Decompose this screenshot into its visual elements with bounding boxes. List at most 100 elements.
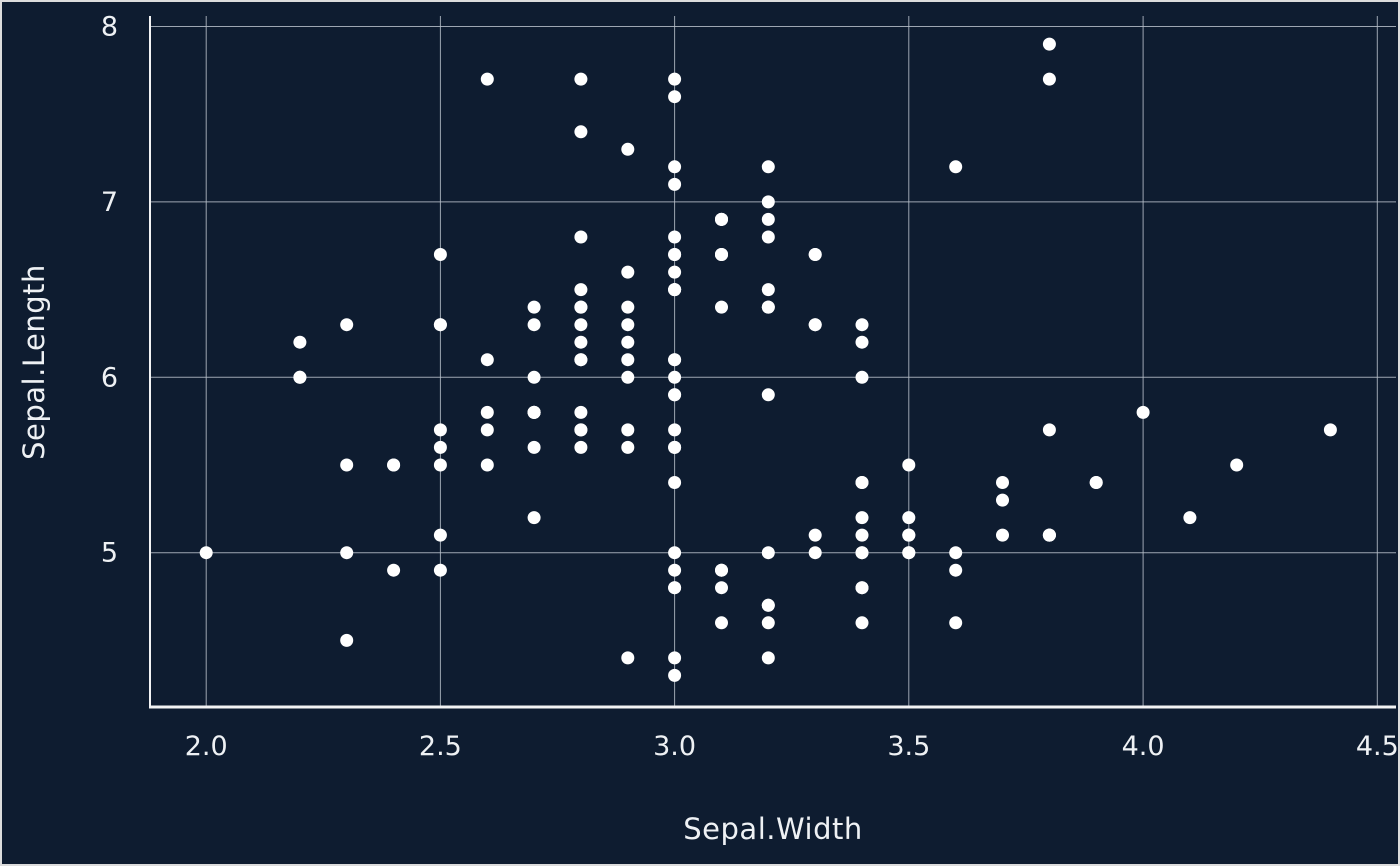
- data-point: [199, 546, 213, 560]
- data-point: [621, 142, 635, 156]
- data-point: [855, 370, 869, 384]
- data-point: [855, 546, 869, 560]
- data-point: [621, 265, 635, 279]
- data-point: [1042, 72, 1056, 86]
- data-point: [574, 423, 588, 437]
- data-point: [949, 546, 963, 560]
- x-axis-title: Sepal.Width: [683, 812, 863, 846]
- data-point: [902, 546, 916, 560]
- data-point: [761, 212, 775, 226]
- data-point: [761, 388, 775, 402]
- data-point: [668, 90, 682, 104]
- data-point: [621, 300, 635, 314]
- data-point: [715, 248, 728, 261]
- data-point: [1136, 405, 1150, 419]
- data-point: [761, 546, 775, 560]
- data-point: [527, 370, 541, 384]
- data-point: [668, 440, 682, 454]
- data-point: [1042, 528, 1056, 542]
- data-point: [574, 318, 588, 332]
- data-point: [668, 563, 682, 577]
- data-point: [433, 423, 447, 437]
- data-point: [761, 230, 775, 244]
- data-point: [1042, 37, 1056, 51]
- data-point: [668, 581, 682, 595]
- x-tick-label: 4.0: [1122, 731, 1165, 762]
- data-point: [668, 72, 682, 86]
- data-point: [527, 405, 541, 419]
- data-point: [808, 546, 822, 560]
- data-point: [433, 248, 447, 261]
- data-point: [387, 563, 401, 577]
- data-point: [715, 616, 728, 630]
- data-point: [761, 598, 775, 612]
- y-tick-label: 7: [101, 187, 118, 218]
- data-point: [855, 616, 869, 630]
- data-point: [949, 616, 963, 630]
- x-tick-label: 2.0: [185, 731, 228, 762]
- data-point: [668, 423, 682, 437]
- data-point: [902, 528, 916, 542]
- data-point: [480, 423, 494, 437]
- y-tick-label: 8: [101, 12, 118, 43]
- data-point: [527, 318, 541, 332]
- data-point: [621, 440, 635, 454]
- data-point: [1089, 476, 1103, 489]
- y-tick-label: 5: [101, 538, 118, 569]
- data-point: [715, 563, 728, 577]
- data-point: [761, 616, 775, 630]
- data-point: [996, 528, 1009, 542]
- data-point: [715, 300, 728, 314]
- data-point: [996, 476, 1009, 489]
- data-point: [480, 72, 494, 86]
- y-axis-title: Sepal.Length: [17, 264, 51, 460]
- data-point: [855, 581, 869, 595]
- data-point: [574, 125, 588, 139]
- y-tick-label: 6: [101, 362, 118, 393]
- data-point: [902, 511, 916, 525]
- x-tick-label: 4.5: [1356, 731, 1398, 762]
- x-tick-label: 3.0: [653, 731, 696, 762]
- data-point: [761, 283, 775, 297]
- data-point: [340, 546, 354, 560]
- data-point: [761, 160, 775, 174]
- data-point: [996, 493, 1009, 507]
- data-point: [668, 388, 682, 402]
- data-point: [621, 651, 635, 665]
- data-point: [668, 248, 682, 261]
- data-point: [433, 458, 447, 472]
- data-point: [668, 476, 682, 489]
- data-point: [527, 511, 541, 525]
- data-point: [574, 72, 588, 86]
- data-point: [855, 318, 869, 332]
- data-point: [527, 440, 541, 454]
- data-point: [668, 160, 682, 174]
- data-point: [387, 458, 401, 472]
- data-point: [949, 563, 963, 577]
- data-point: [668, 353, 682, 367]
- data-point: [761, 300, 775, 314]
- data-point: [1183, 511, 1197, 525]
- data-point: [293, 335, 307, 349]
- data-point: [808, 318, 822, 332]
- data-point: [668, 651, 682, 665]
- data-point: [949, 160, 963, 174]
- data-point: [480, 458, 494, 472]
- data-point: [433, 318, 447, 332]
- data-point: [855, 511, 869, 525]
- data-point: [1230, 458, 1244, 472]
- data-point: [715, 212, 728, 226]
- data-point: [621, 353, 635, 367]
- data-point: [808, 248, 822, 261]
- data-point: [621, 423, 635, 437]
- data-point: [1323, 423, 1337, 437]
- data-point: [340, 633, 354, 647]
- data-point: [480, 353, 494, 367]
- data-point: [855, 528, 869, 542]
- data-point: [527, 300, 541, 314]
- data-point: [433, 563, 447, 577]
- data-point: [433, 440, 447, 454]
- data-point: [761, 651, 775, 665]
